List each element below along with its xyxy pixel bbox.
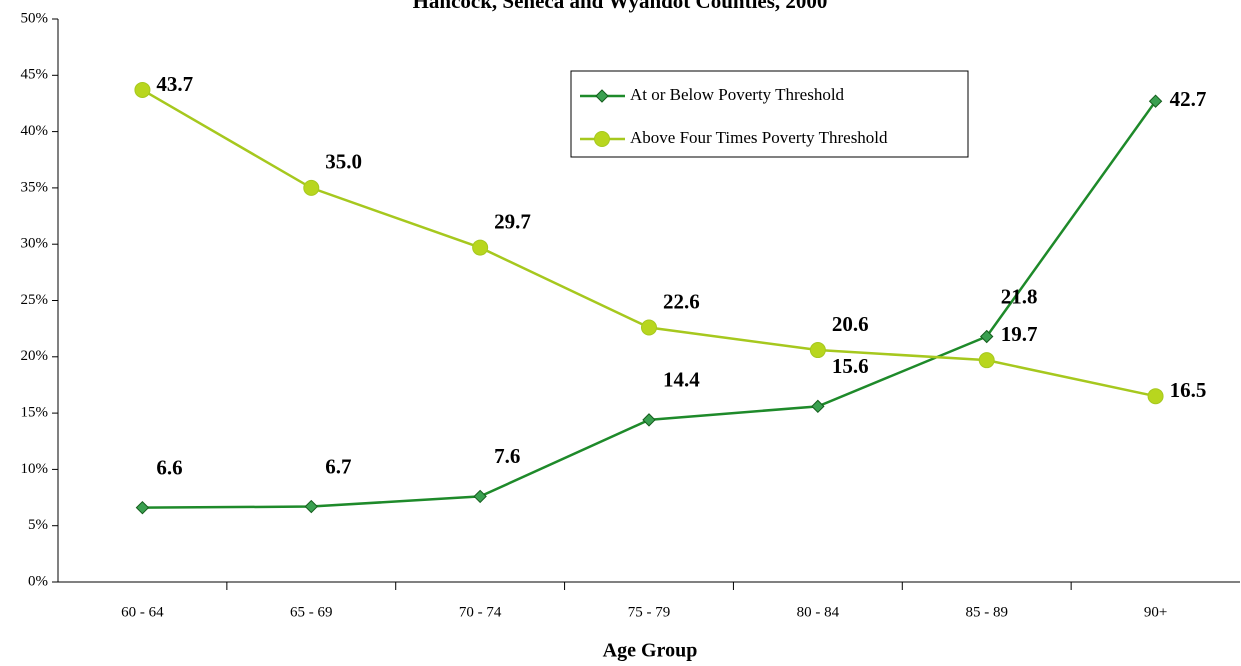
point <box>303 179 320 196</box>
x-tick-label: 80 - 84 <box>797 604 840 620</box>
y-tick-label: 20% <box>21 348 49 364</box>
y-tick-label: 15% <box>21 405 49 421</box>
data-label: 20.6 <box>832 312 869 336</box>
data-label: 16.5 <box>1170 378 1207 402</box>
data-label: 7.6 <box>494 444 520 468</box>
x-tick-label: 75 - 79 <box>628 604 671 620</box>
y-tick-label: 10% <box>21 461 49 477</box>
data-label: 35.0 <box>325 150 362 174</box>
point <box>1147 388 1164 405</box>
point <box>809 342 826 359</box>
legend-label: Above Four Times Poverty Threshold <box>630 128 888 147</box>
y-tick-label: 5% <box>28 517 48 533</box>
y-tick-label: 45% <box>21 67 49 83</box>
point <box>980 329 994 344</box>
data-label: 42.7 <box>1170 87 1207 111</box>
legend-label: At or Below Poverty Threshold <box>630 85 845 104</box>
y-tick-label: 35% <box>21 179 49 195</box>
data-label: 14.4 <box>663 368 700 392</box>
y-tick-label: 0% <box>28 573 48 589</box>
x-tick-label: 90+ <box>1144 604 1167 620</box>
point <box>473 489 487 504</box>
point <box>472 239 489 256</box>
point <box>304 499 318 514</box>
x-tick-label: 60 - 64 <box>121 604 164 620</box>
point <box>1148 94 1163 108</box>
point <box>134 81 151 98</box>
x-tick-label: 85 - 89 <box>965 604 1008 620</box>
chart-title: Hancock, Seneca and Wyandot Counties, 20… <box>413 0 828 13</box>
point <box>595 89 609 103</box>
y-tick-label: 50% <box>21 10 49 26</box>
x-tick-label: 65 - 69 <box>290 604 333 620</box>
data-label: 21.8 <box>1001 284 1038 308</box>
y-tick-label: 30% <box>21 236 49 252</box>
point <box>811 399 825 414</box>
data-label: 22.6 <box>663 289 700 313</box>
point <box>135 500 150 515</box>
data-label: 15.6 <box>832 354 869 378</box>
point <box>978 352 995 369</box>
legend-box <box>570 70 969 158</box>
x-tick-label: 70 - 74 <box>459 604 502 620</box>
data-label: 6.7 <box>325 454 351 478</box>
y-tick-label: 40% <box>21 123 49 139</box>
x-axis-label: Age Group <box>603 640 698 662</box>
data-label: 29.7 <box>494 209 531 233</box>
point <box>594 131 610 147</box>
y-tick-label: 25% <box>21 292 49 308</box>
data-label: 19.7 <box>1001 322 1038 346</box>
data-label: 43.7 <box>156 72 193 96</box>
data-label: 6.6 <box>156 455 182 479</box>
point <box>642 413 656 427</box>
point <box>641 319 657 336</box>
